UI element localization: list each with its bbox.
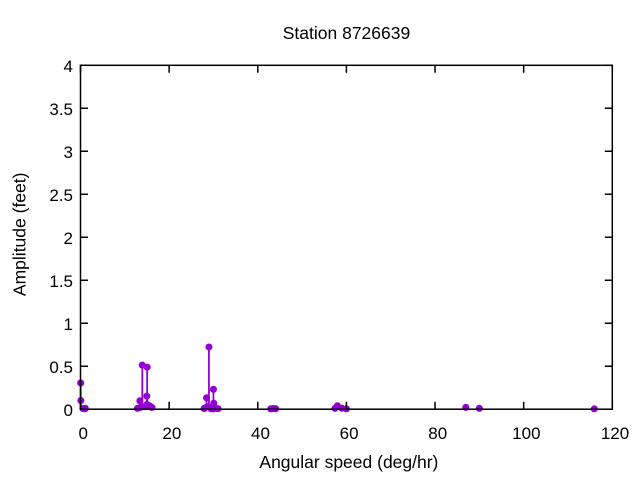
- svg-text:1: 1: [64, 315, 73, 334]
- svg-text:4: 4: [64, 57, 73, 76]
- svg-text:Station 8726639: Station 8726639: [283, 23, 410, 43]
- svg-text:3.5: 3.5: [49, 100, 73, 119]
- svg-text:60: 60: [340, 424, 359, 443]
- svg-text:1.5: 1.5: [49, 272, 73, 291]
- svg-text:0: 0: [78, 424, 87, 443]
- svg-text:Amplitude (feet): Amplitude (feet): [10, 173, 30, 297]
- svg-text:3: 3: [64, 143, 73, 162]
- svg-text:Angular speed (deg/hr): Angular speed (deg/hr): [259, 452, 438, 472]
- svg-text:2.5: 2.5: [49, 186, 73, 205]
- svg-text:80: 80: [428, 424, 447, 443]
- svg-text:120: 120: [601, 424, 629, 443]
- svg-text:0: 0: [64, 401, 73, 420]
- svg-text:40: 40: [251, 424, 270, 443]
- svg-text:20: 20: [162, 424, 181, 443]
- svg-text:0.5: 0.5: [49, 358, 73, 377]
- svg-text:2: 2: [64, 229, 73, 248]
- svg-text:100: 100: [512, 424, 540, 443]
